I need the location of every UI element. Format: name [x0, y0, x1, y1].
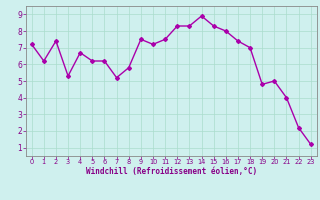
- X-axis label: Windchill (Refroidissement éolien,°C): Windchill (Refroidissement éolien,°C): [86, 167, 257, 176]
